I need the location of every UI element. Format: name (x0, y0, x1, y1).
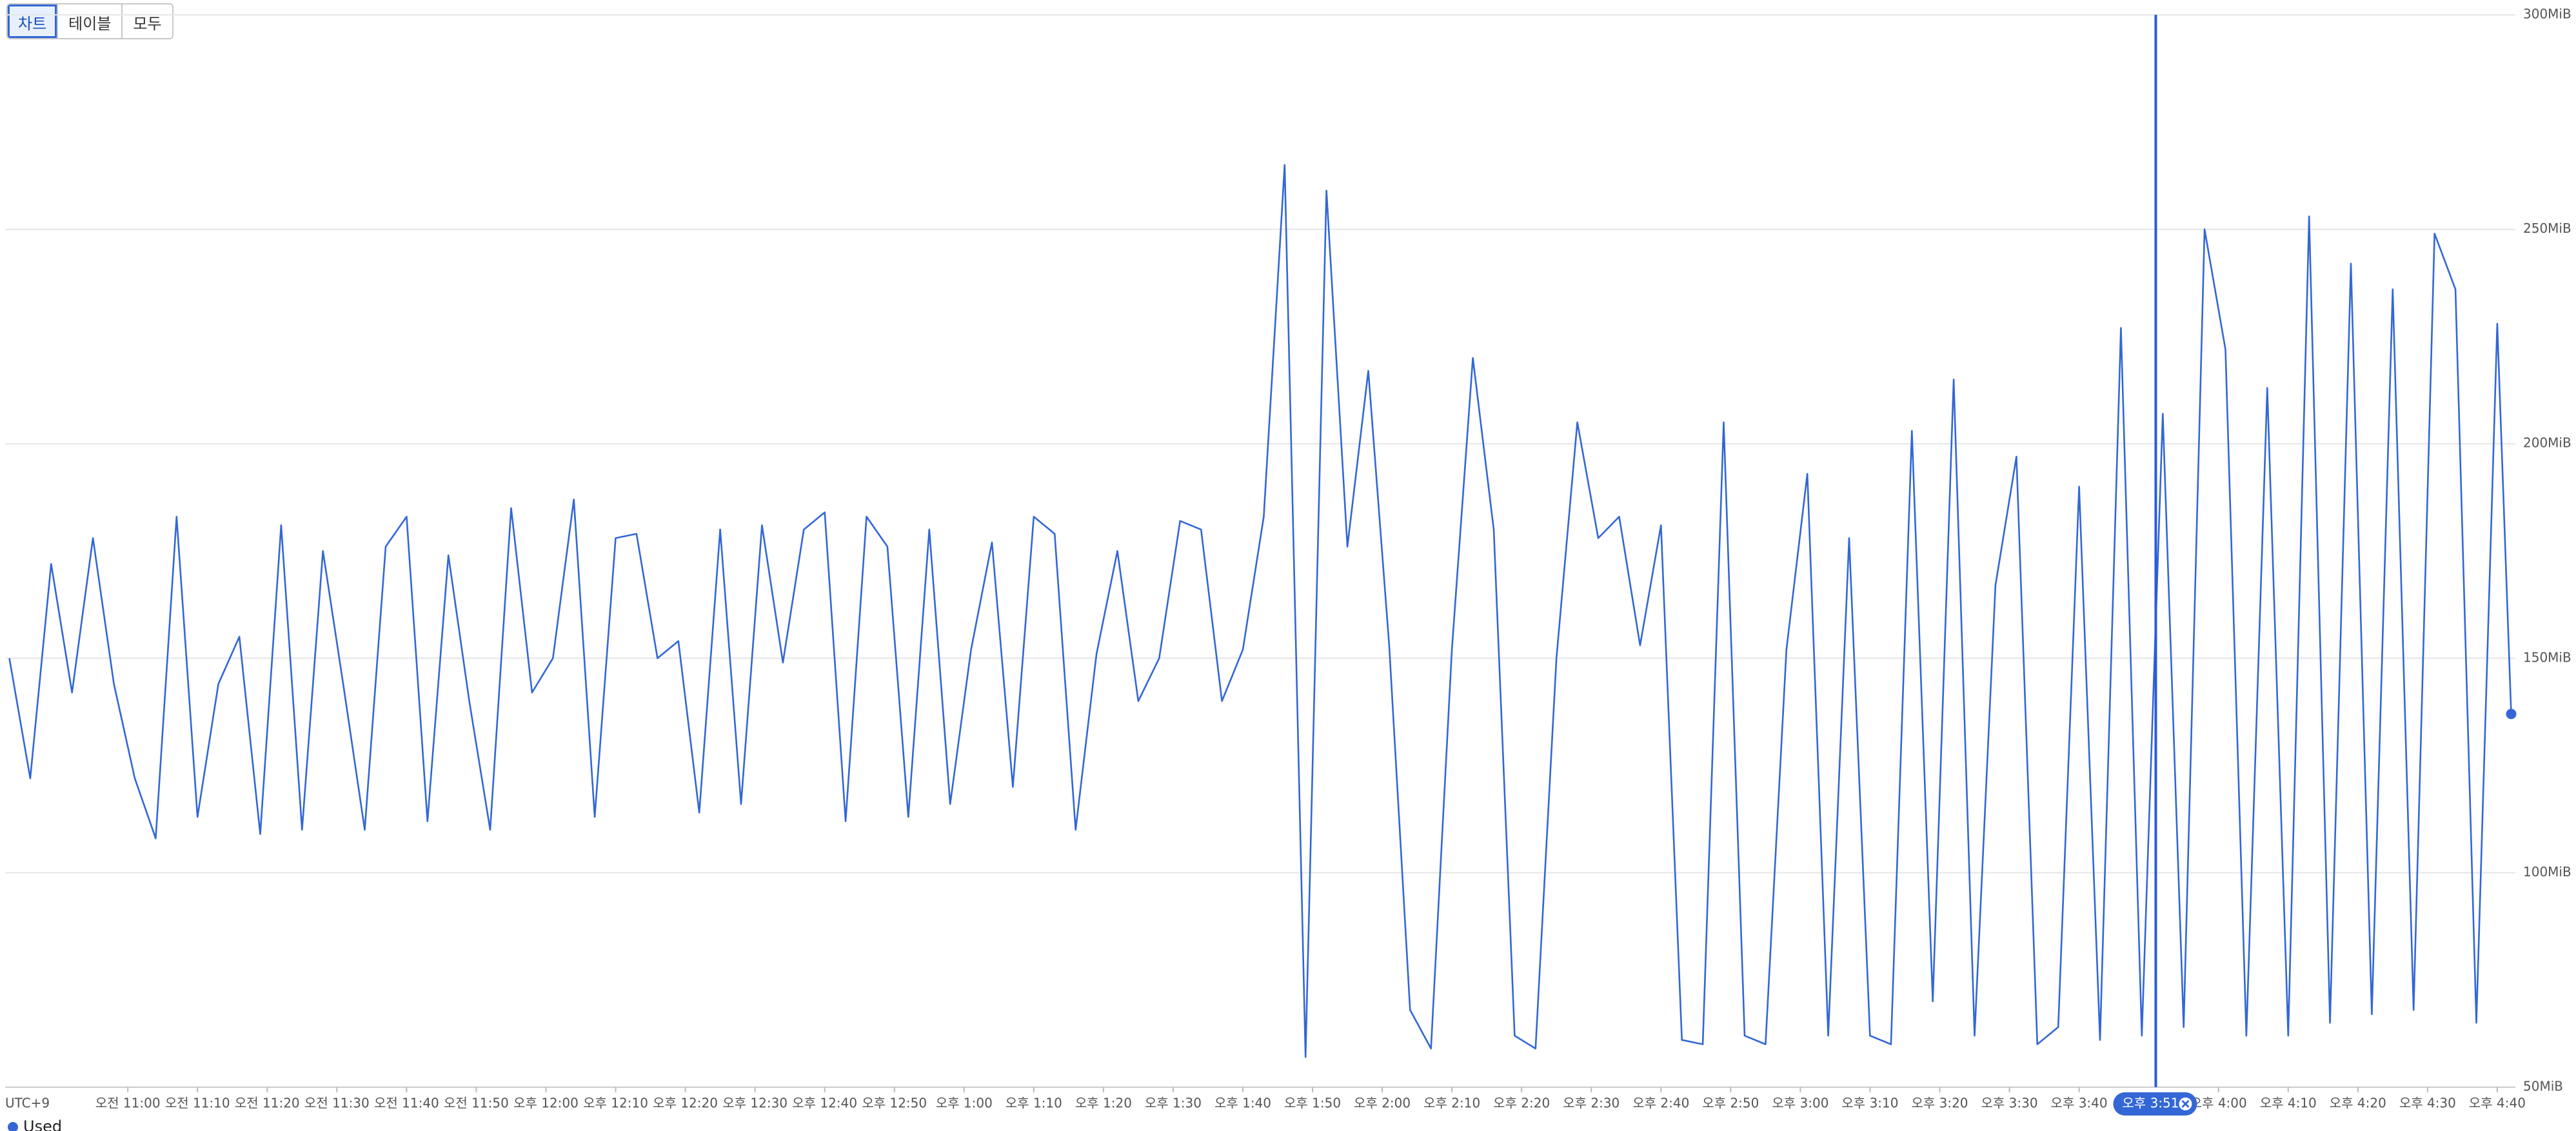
cursor-close-x (2181, 1099, 2190, 1108)
x-tick-label: 오후 4:30 (2399, 1096, 2456, 1111)
x-tick-label: 오후 4:40 (2469, 1096, 2526, 1111)
x-tick-label: 오후 1:30 (1145, 1096, 1202, 1111)
x-tick-label: 오후 4:10 (2260, 1096, 2317, 1111)
x-tick-label: 오후 1:00 (936, 1096, 993, 1111)
cursor-badge: 오후 3:51 (2113, 1092, 2197, 1116)
tab[interactable]: 모두 (121, 5, 172, 38)
x-tick-label: 오후 2:10 (1423, 1096, 1480, 1111)
x-tick-label: 오후 3:20 (1911, 1096, 1968, 1111)
cursor-label: 오후 3:51 (2122, 1096, 2179, 1111)
y-tick-label: 250MiB (2523, 221, 2571, 236)
x-tick-label: 오후 4:20 (2330, 1096, 2386, 1111)
x-tick-label: 오후 12:40 (792, 1096, 857, 1111)
x-tick-label: 오후 12:30 (722, 1096, 788, 1111)
y-tick-label: 200MiB (2523, 435, 2571, 451)
x-tick-label: 오후 2:30 (1563, 1096, 1620, 1111)
x-tick-label: 오전 11:20 (235, 1096, 300, 1111)
x-tick-label: 오전 11:10 (165, 1096, 230, 1111)
tab[interactable]: 차트 (8, 5, 57, 38)
timezone-label: UTC+9 (5, 1096, 50, 1111)
x-tick-label: 오후 12:00 (513, 1096, 579, 1111)
x-tick-label: 오후 3:30 (1981, 1096, 2038, 1111)
legend-swatch (8, 1122, 18, 1131)
x-tick-label: 오후 2:20 (1493, 1096, 1550, 1111)
x-tick-label: 오후 3:40 (2051, 1096, 2108, 1111)
cursor-badge-bg (2113, 1092, 2197, 1116)
x-tick-label: 오후 4:00 (2190, 1096, 2247, 1111)
series-line (8, 164, 2512, 1058)
y-tick-label: 300MiB (2523, 6, 2571, 22)
x-tick-label: 오전 11:30 (304, 1096, 370, 1111)
legend-label: Used (23, 1117, 62, 1131)
y-tick-label: 50MiB (2523, 1079, 2563, 1094)
x-tick-label: 오후 2:50 (1702, 1096, 1759, 1111)
x-tick-label: 오후 12:20 (653, 1096, 718, 1111)
y-tick-label: 150MiB (2523, 649, 2571, 665)
x-tick-label: 오후 1:10 (1006, 1096, 1062, 1111)
x-tick-label: 오후 12:50 (862, 1096, 927, 1111)
tab[interactable]: 테이블 (57, 5, 122, 38)
x-tick-label: 오후 1:20 (1075, 1096, 1132, 1111)
x-tick-label: 오전 11:50 (444, 1096, 509, 1111)
x-tick-label: 오전 11:00 (95, 1096, 161, 1111)
x-tick-label: 오후 3:00 (1772, 1096, 1828, 1111)
x-tick-label: 오후 12:10 (583, 1096, 648, 1111)
x-tick-label: 오후 1:50 (1284, 1096, 1341, 1111)
x-tick-label: 오전 11:40 (374, 1096, 439, 1111)
x-tick-label: 오후 2:40 (1632, 1096, 1689, 1111)
last-point (2506, 709, 2517, 720)
x-tick-label: 오후 3:10 (1841, 1096, 1898, 1111)
view-tabs: 차트 테이블 모두 (6, 3, 173, 39)
y-tick-label: 100MiB (2523, 864, 2571, 880)
x-tick-label: 오후 2:00 (1354, 1096, 1411, 1111)
x-tick-label: 오후 1:40 (1214, 1096, 1271, 1111)
